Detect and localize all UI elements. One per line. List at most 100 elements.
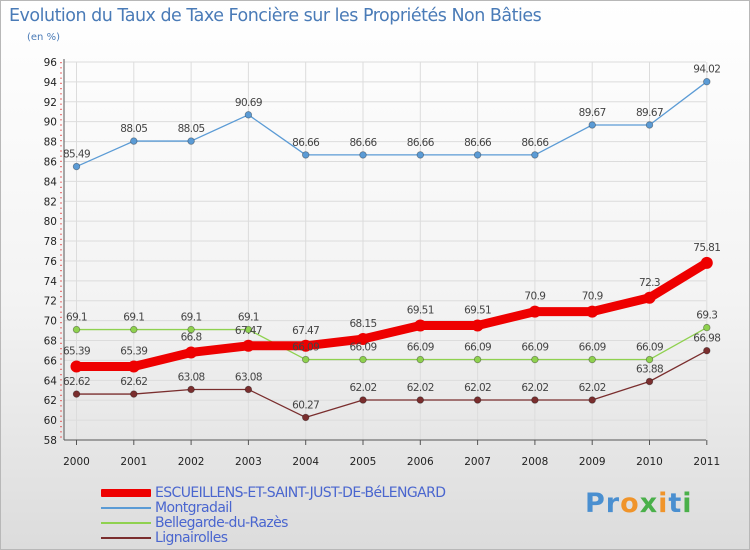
- x-tick-label-2010: 2010: [636, 456, 663, 468]
- point-escueillens-et-saint-just-de-belengard-2009: [586, 305, 599, 318]
- chart-subtitle: (en %): [27, 32, 60, 43]
- chart-title: Evolution du Taux de Taxe Foncière sur l…: [9, 6, 542, 26]
- data-label-bellegarde-du-razes-2008: 66.09: [521, 342, 548, 354]
- y-tick-label-84: 84: [44, 176, 58, 188]
- data-label-escueillens-et-saint-just-de-belengard-2000: 65.39: [63, 345, 90, 357]
- point-bellegarde-du-razes-2007: [473, 355, 482, 364]
- y-tick-label-66: 66: [44, 355, 58, 367]
- point-bellegarde-du-razes-2000: [72, 325, 81, 334]
- point-bellegarde-du-razes-2001: [130, 325, 138, 334]
- data-label-montgradail-2011: 94.02: [693, 64, 720, 76]
- x-tick-label-2006: 2006: [407, 456, 434, 468]
- data-label-montgradail-2010: 89.67: [636, 107, 663, 119]
- y-tick-label-76: 76: [44, 256, 58, 268]
- data-label-escueillens-et-saint-just-de-belengard-2010: 72.3: [639, 277, 660, 289]
- y-tick-label-88: 88: [44, 137, 57, 149]
- data-label-montgradail-2003: 90.69: [235, 97, 262, 109]
- point-lignairolles-2011: [703, 346, 711, 355]
- y-tick-label-82: 82: [44, 196, 57, 208]
- data-label-lignairolles-2011: 66.98: [693, 333, 720, 345]
- x-tick-label-2002: 2002: [178, 456, 205, 468]
- point-escueillens-et-saint-just-de-belengard-2000: [70, 360, 83, 373]
- point-escueillens-et-saint-just-de-belengard-2002: [185, 346, 198, 359]
- y-tick-label-94: 94: [44, 77, 58, 89]
- data-label-montgradail-2004: 86.66: [292, 137, 320, 149]
- point-lignairolles-2010: [645, 377, 654, 386]
- x-tick-label-2001: 2001: [120, 456, 147, 468]
- data-label-lignairolles-2006: 62.02: [407, 382, 434, 394]
- x-tick-label-2000: 2000: [63, 456, 90, 468]
- data-label-lignairolles-2009: 62.02: [579, 382, 606, 394]
- logo-letter: P: [585, 488, 606, 519]
- data-label-montgradail-2009: 89.67: [579, 107, 606, 119]
- point-montgradail-2005: [359, 151, 367, 159]
- logo-letter: i: [658, 488, 669, 519]
- data-label-bellegarde-du-razes-2009: 66.09: [579, 342, 606, 354]
- point-lignairolles-2009: [588, 396, 596, 404]
- point-escueillens-et-saint-just-de-belengard-2008: [528, 305, 541, 318]
- data-label-escueillens-et-saint-just-de-belengard-2001: 65.39: [120, 345, 147, 357]
- series-escueillens-et-saint-just-de-belengard: [70, 256, 713, 373]
- logo-letter: r: [605, 488, 621, 519]
- data-label-bellegarde-du-razes-2006: 66.09: [407, 342, 434, 354]
- legend-swatch-montgradail: [101, 507, 151, 509]
- x-tick-label-2003: 2003: [235, 456, 262, 468]
- data-label-lignairolles-2007: 62.02: [464, 382, 491, 394]
- point-lignairolles-2004: [302, 413, 310, 422]
- y-tick-label-64: 64: [44, 375, 58, 387]
- point-montgradail-2001: [130, 137, 138, 145]
- legend-swatch-escueillens: [101, 489, 151, 497]
- point-lignairolles-2002: [187, 385, 195, 394]
- point-montgradail-2006: [416, 151, 424, 159]
- y-tick-label-58: 58: [44, 435, 57, 447]
- point-lignairolles-2003: [244, 385, 253, 394]
- point-escueillens-et-saint-just-de-belengard-2011: [700, 256, 713, 269]
- point-montgradail-2010: [645, 121, 654, 129]
- legend-swatch-lignairolles: [101, 537, 151, 539]
- data-label-lignairolles-2005: 62.02: [349, 382, 376, 394]
- x-tick-label-2008: 2008: [522, 456, 549, 468]
- point-bellegarde-du-razes-2003: [244, 325, 253, 334]
- data-label-escueillens-et-saint-just-de-belengard-2007: 69.51: [464, 305, 491, 317]
- point-montgradail-2008: [531, 151, 539, 159]
- data-label-lignairolles-2010: 63.88: [636, 364, 663, 376]
- point-escueillens-et-saint-just-de-belengard-2007: [471, 319, 484, 332]
- legend-label-montgradail: Montgradail: [155, 500, 232, 516]
- series-montgradail: [72, 77, 711, 171]
- y-tick-label-86: 86: [44, 156, 58, 168]
- x-tick-label-2004: 2004: [292, 456, 319, 468]
- point-lignairolles-2000: [72, 390, 81, 398]
- point-bellegarde-du-razes-2006: [416, 355, 424, 364]
- point-montgradail-2007: [473, 151, 482, 159]
- point-montgradail-2002: [187, 137, 195, 145]
- axis-layer: 58 60 62 64 66 68 70 72 74 76 78 80 82 84 86 88 90 92 94 96…: [44, 57, 721, 468]
- point-escueillens-et-saint-just-de-belengard-2003: [242, 339, 255, 352]
- x-tick-label-2005: 2005: [350, 456, 377, 468]
- label-layer: 85.49 88.05 88.05 90.69 86.66 86.66 86.66 86.66…: [63, 64, 721, 412]
- y-tick-label-74: 74: [44, 276, 58, 288]
- y-tick-label-90: 90: [44, 117, 57, 129]
- data-label-escueillens-et-saint-just-de-belengard-2009: 70.9: [582, 291, 603, 303]
- point-montgradail-2004: [302, 151, 310, 159]
- data-label-escueillens-et-saint-just-de-belengard-2003: 67.47: [235, 325, 262, 337]
- y-tick-label-70: 70: [44, 316, 57, 328]
- point-lignairolles-2001: [130, 390, 138, 398]
- x-tick-label-2009: 2009: [579, 456, 606, 468]
- point-escueillens-et-saint-just-de-belengard-2010: [643, 291, 656, 304]
- y-tick-label-60: 60: [44, 415, 57, 427]
- point-escueillens-et-saint-just-de-belengard-2005: [357, 333, 369, 346]
- y-tick-label-72: 72: [44, 296, 57, 308]
- point-montgradail-2011: [703, 77, 711, 86]
- data-label-bellegarde-du-razes-2010: 66.09: [636, 342, 663, 354]
- data-label-lignairolles-2004: 60.27: [292, 399, 319, 411]
- logo-letter: x: [639, 488, 659, 519]
- data-label-bellegarde-du-razes-2007: 66.09: [464, 342, 491, 354]
- data-label-lignairolles-2000: 62.62: [63, 376, 90, 388]
- data-label-bellegarde-du-razes-2011: 69.3: [696, 310, 717, 322]
- data-label-lignairolles-2002: 63.08: [178, 371, 205, 383]
- point-bellegarde-du-razes-2011: [703, 323, 711, 332]
- y-tick-label-68: 68: [44, 336, 57, 348]
- logo-letter: o: [620, 488, 640, 519]
- proxiti-logo[interactable]: Proxiti: [585, 488, 693, 519]
